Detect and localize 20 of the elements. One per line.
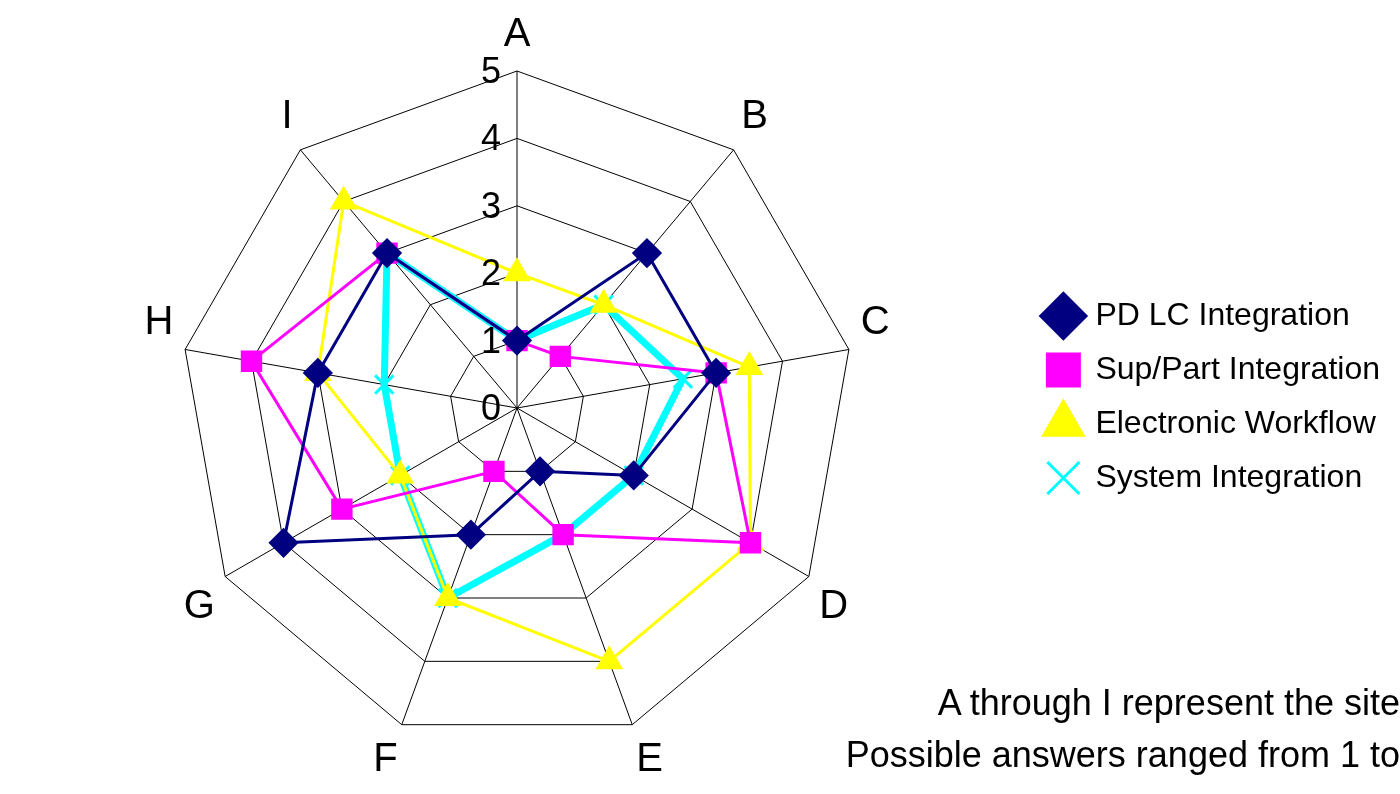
- text: Possible answers ranged from 1 to: [844, 734, 1400, 777]
- y-tick-label: 2: [480, 252, 501, 294]
- y-tick-label: 5: [480, 49, 501, 91]
- legend-label: System Integration: [1095, 457, 1363, 494]
- spoke-label: H: [144, 298, 174, 343]
- spoke-label: I: [281, 91, 293, 136]
- spoke-label: E: [636, 734, 664, 779]
- spoke-label: A: [503, 10, 531, 55]
- spoke-label: D: [819, 581, 849, 626]
- legend-label: Electronic Workflow: [1095, 403, 1377, 440]
- y-tick-label: 1: [480, 319, 501, 361]
- legend-label: PD LC Integration: [1095, 295, 1350, 332]
- y-tick-label: 4: [480, 117, 501, 159]
- spoke-label: B: [741, 91, 769, 136]
- spoke-label: G: [183, 581, 215, 626]
- text: A through I represent the site: [936, 682, 1400, 725]
- spoke-label: F: [373, 734, 398, 779]
- legend-label: Sup/Part Integration: [1095, 349, 1380, 386]
- y-tick-label: 3: [480, 184, 501, 226]
- spoke-label: C: [860, 298, 890, 343]
